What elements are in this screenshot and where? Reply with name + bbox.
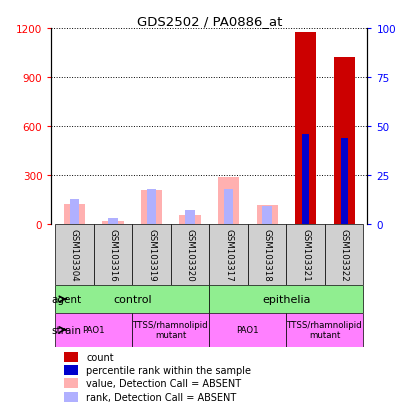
Text: GSM103320: GSM103320 [186,229,195,281]
Bar [179,216,201,224]
Text: TTSS/rhamnolipid
mutant: TTSS/rhamnolipid mutant [287,320,363,339]
Bar [94,224,132,285]
Bar [55,285,209,313]
Bar [141,190,162,224]
Text: control: control [113,294,152,304]
Bar [209,285,363,313]
Bar [132,313,209,347]
Text: rank, Detection Call = ABSENT: rank, Detection Call = ABSENT [86,392,236,402]
Bar [341,138,348,224]
Bar [286,224,325,285]
Bar [286,313,363,347]
Bar [209,224,248,285]
Bar [209,313,286,347]
Text: PAO1: PAO1 [237,325,259,335]
Text: GSM103318: GSM103318 [263,229,272,281]
Bar [248,224,286,285]
Text: epithelia: epithelia [262,294,311,304]
Text: GSM103322: GSM103322 [340,229,349,281]
Text: agent: agent [52,294,82,304]
Bar [108,218,118,224]
Bar [132,224,171,285]
Text: GSM103317: GSM103317 [224,229,233,281]
Bar [64,392,78,402]
Text: TTSS/rhamnolipid
mutant: TTSS/rhamnolipid mutant [133,320,209,339]
Bar [147,189,156,224]
Bar [262,207,272,224]
Text: GSM103321: GSM103321 [301,229,310,281]
Bar [171,224,209,285]
Bar [302,135,309,224]
Bar [295,33,316,224]
Bar [55,313,132,347]
Bar [64,378,78,389]
Bar [55,224,94,285]
Bar [64,205,85,224]
Text: count: count [86,352,114,362]
Bar [334,58,355,224]
Bar [185,211,195,224]
Text: PAO1: PAO1 [83,325,105,335]
Bar [64,352,78,362]
Title: GDS2502 / PA0886_at: GDS2502 / PA0886_at [137,15,282,28]
Bar [257,206,278,224]
Bar [325,224,363,285]
Text: GSM103316: GSM103316 [109,229,117,281]
Bar [102,221,124,224]
Text: percentile rank within the sample: percentile rank within the sample [86,365,251,375]
Text: GSM103319: GSM103319 [147,229,156,281]
Bar [70,199,79,224]
Bar [218,178,239,224]
Text: strain: strain [52,325,82,335]
Text: value, Detection Call = ABSENT: value, Detection Call = ABSENT [86,378,241,388]
Text: GSM103304: GSM103304 [70,229,79,281]
Bar [224,189,233,224]
Bar [64,365,78,375]
